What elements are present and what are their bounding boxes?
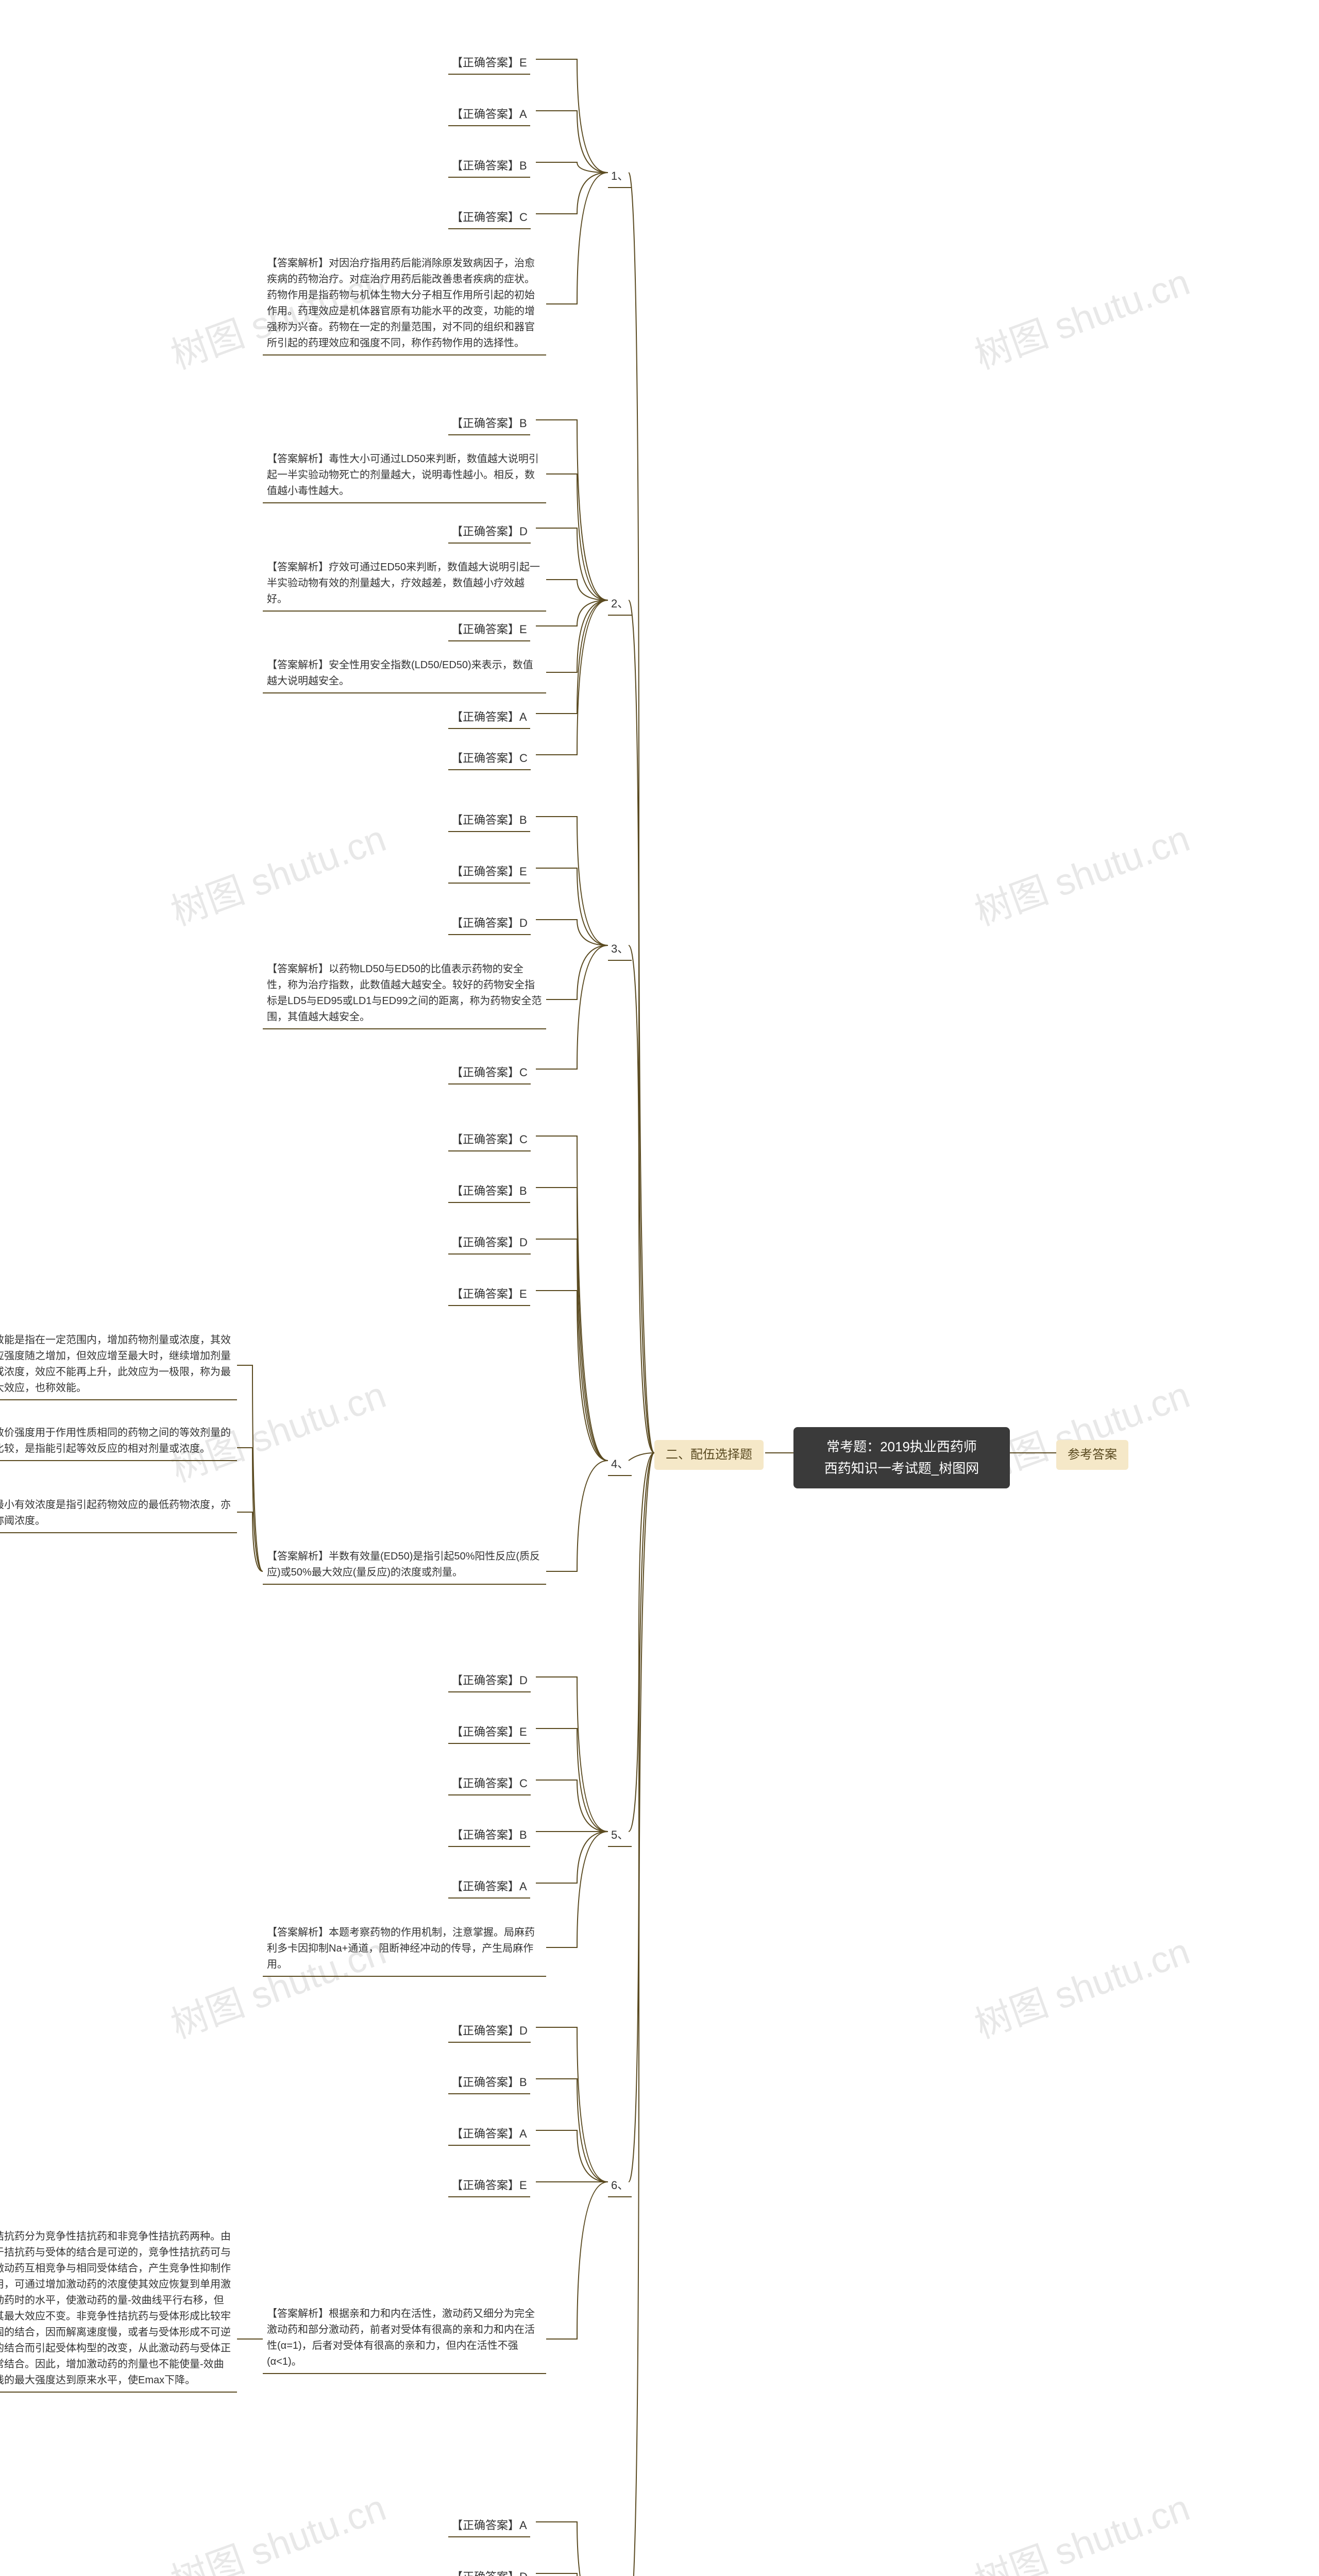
- mindmap-canvas: 常考题：2019执业西药师 西药知识一考试题_树图网 参考答案 二、配伍选择题 …: [0, 0, 1319, 2576]
- connectors: [0, 0, 1319, 2576]
